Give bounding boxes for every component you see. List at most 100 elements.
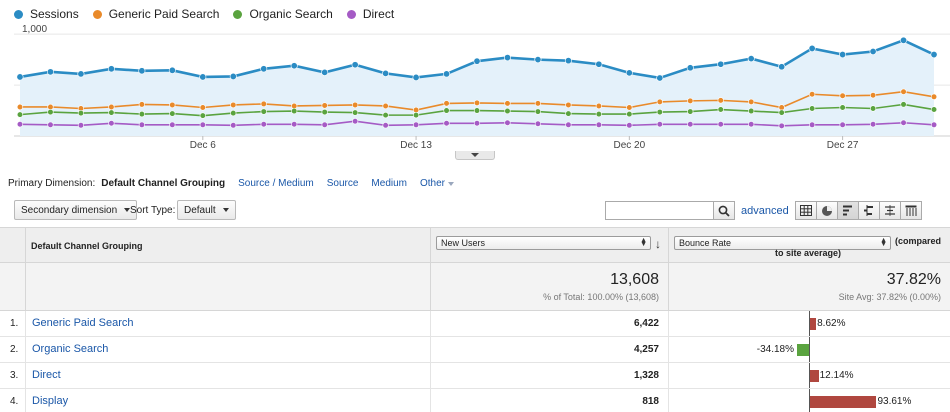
data-point-generic-paid-search[interactable] <box>900 88 907 95</box>
data-point-sessions[interactable] <box>138 67 146 75</box>
metric1-select[interactable]: New Users ▲ ▼ <box>436 236 651 250</box>
legend-item-generic-paid-search[interactable]: Generic Paid Search <box>92 7 219 21</box>
data-point-generic-paid-search[interactable] <box>443 100 450 107</box>
data-point-organic-search[interactable] <box>778 109 785 116</box>
data-point-generic-paid-search[interactable] <box>534 100 542 107</box>
data-point-organic-search[interactable] <box>504 107 511 115</box>
data-point-sessions[interactable] <box>321 68 329 76</box>
data-point-generic-paid-search[interactable] <box>138 101 145 108</box>
data-point-generic-paid-search[interactable] <box>839 92 846 99</box>
data-point-generic-paid-search[interactable] <box>230 101 237 109</box>
data-point-organic-search[interactable] <box>656 108 663 116</box>
chart-collapse-toggle[interactable] <box>455 151 495 160</box>
data-point-sessions[interactable] <box>503 54 511 62</box>
data-point-organic-search[interactable] <box>47 108 54 116</box>
data-point-direct[interactable] <box>108 120 115 127</box>
data-point-direct[interactable] <box>169 121 176 128</box>
data-point-generic-paid-search[interactable] <box>473 99 481 107</box>
data-point-sessions[interactable] <box>869 47 877 55</box>
data-point-organic-search[interactable] <box>443 107 450 114</box>
data-point-organic-search[interactable] <box>565 110 572 117</box>
data-point-generic-paid-search[interactable] <box>656 98 663 105</box>
data-point-sessions[interactable] <box>290 62 298 70</box>
data-point-sessions[interactable] <box>199 73 207 81</box>
data-point-sessions[interactable] <box>351 61 359 69</box>
data-point-direct[interactable] <box>77 122 85 129</box>
data-point-organic-search[interactable] <box>77 109 85 117</box>
data-point-direct[interactable] <box>778 122 785 129</box>
data-point-direct[interactable] <box>352 118 359 125</box>
data-point-direct[interactable] <box>47 121 54 128</box>
data-point-direct[interactable] <box>321 121 328 128</box>
data-point-organic-search[interactable] <box>930 106 938 113</box>
data-point-sessions[interactable] <box>656 74 664 82</box>
data-point-sessions[interactable] <box>534 56 542 64</box>
data-point-direct[interactable] <box>443 120 450 127</box>
data-point-generic-paid-search[interactable] <box>687 97 694 104</box>
data-point-organic-search[interactable] <box>687 108 694 115</box>
data-point-organic-search[interactable] <box>534 108 542 115</box>
data-point-sessions[interactable] <box>473 57 481 65</box>
data-point-generic-paid-search[interactable] <box>412 106 420 114</box>
data-point-organic-search[interactable] <box>169 110 176 117</box>
data-point-sessions[interactable] <box>46 68 54 76</box>
data-point-direct[interactable] <box>534 120 542 127</box>
data-point-organic-search[interactable] <box>321 108 328 116</box>
data-point-generic-paid-search[interactable] <box>809 91 816 98</box>
data-point-organic-search[interactable] <box>138 111 145 118</box>
metric2-select[interactable]: Bounce Rate ▲ ▼ <box>674 236 891 250</box>
data-point-generic-paid-search[interactable] <box>47 103 54 111</box>
data-point-direct[interactable] <box>656 121 663 128</box>
data-point-generic-paid-search[interactable] <box>169 101 176 109</box>
data-point-direct[interactable] <box>930 121 938 128</box>
data-point-organic-search[interactable] <box>626 111 633 118</box>
data-point-direct[interactable] <box>291 121 298 128</box>
data-point-sessions[interactable] <box>260 65 268 73</box>
data-point-organic-search[interactable] <box>199 112 206 119</box>
data-point-generic-paid-search[interactable] <box>748 98 755 105</box>
data-point-sessions[interactable] <box>930 51 938 59</box>
data-point-direct[interactable] <box>687 121 694 128</box>
data-point-sessions[interactable] <box>808 44 816 52</box>
data-point-sessions[interactable] <box>686 64 694 72</box>
data-point-organic-search[interactable] <box>748 107 755 115</box>
row-channel-link[interactable]: Direct <box>32 369 61 381</box>
data-point-sessions[interactable] <box>564 57 572 65</box>
data-point-sessions[interactable] <box>747 55 755 63</box>
data-point-direct[interactable] <box>595 121 602 128</box>
data-point-generic-paid-search[interactable] <box>504 100 511 107</box>
data-point-generic-paid-search[interactable] <box>260 100 267 108</box>
data-point-organic-search[interactable] <box>717 106 724 113</box>
data-point-direct[interactable] <box>626 122 633 129</box>
data-point-direct[interactable] <box>717 121 724 128</box>
legend-item-direct[interactable]: Direct <box>346 7 394 21</box>
data-point-organic-search[interactable] <box>230 109 237 117</box>
data-point-organic-search[interactable] <box>291 107 298 115</box>
legend-item-organic-search[interactable]: Organic Search <box>233 7 333 21</box>
search-button[interactable] <box>713 201 735 220</box>
row-channel-link[interactable]: Organic Search <box>32 343 109 355</box>
data-point-sessions[interactable] <box>778 63 786 71</box>
data-point-direct[interactable] <box>504 119 511 126</box>
view-term-cloud-button[interactable] <box>879 201 901 220</box>
data-point-direct[interactable] <box>382 122 389 129</box>
view-table-button[interactable] <box>795 201 817 220</box>
data-point-generic-paid-search[interactable] <box>321 102 328 109</box>
data-point-generic-paid-search[interactable] <box>778 104 785 111</box>
data-point-sessions[interactable] <box>900 36 908 44</box>
data-point-direct[interactable] <box>230 122 237 129</box>
data-point-direct[interactable] <box>473 120 481 127</box>
data-point-generic-paid-search[interactable] <box>626 104 633 111</box>
data-point-direct[interactable] <box>900 119 907 126</box>
table-search-input[interactable] <box>605 201 714 220</box>
primary-dimension-source-medium[interactable]: Source / Medium <box>238 178 314 189</box>
data-point-generic-paid-search[interactable] <box>717 97 724 104</box>
data-point-direct[interactable] <box>199 121 206 128</box>
sort-type-dropdown[interactable]: Default <box>177 200 236 220</box>
data-point-direct[interactable] <box>138 121 145 128</box>
primary-dimension-source[interactable]: Source <box>326 178 359 189</box>
data-point-sessions[interactable] <box>229 72 237 80</box>
primary-dimension-other[interactable]: Other <box>420 178 455 189</box>
data-point-generic-paid-search[interactable] <box>595 102 602 110</box>
